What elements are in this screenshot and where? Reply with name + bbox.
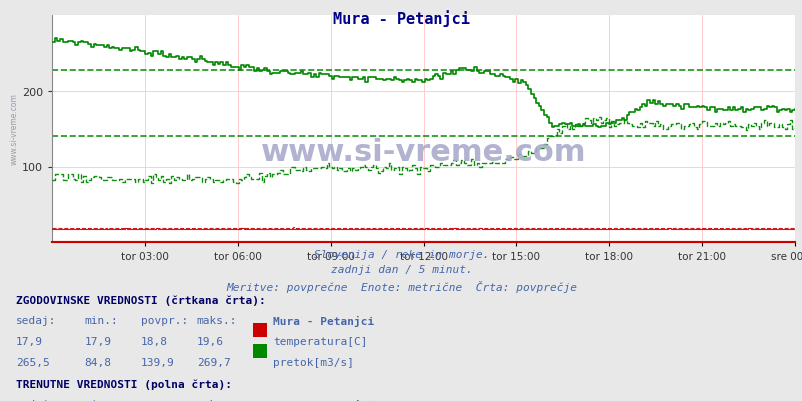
Text: Mura - Petanjci: Mura - Petanjci [273, 399, 374, 401]
Text: povpr.:: povpr.: [140, 399, 188, 401]
Text: sedaj:: sedaj: [16, 399, 56, 401]
Text: Slovenija / reke in morje.: Slovenija / reke in morje. [314, 249, 488, 259]
Text: min.:: min.: [84, 316, 118, 326]
Text: www.si-vreme.com: www.si-vreme.com [10, 93, 18, 164]
Text: maks.:: maks.: [196, 316, 237, 326]
Text: 139,9: 139,9 [140, 357, 174, 367]
Text: 17,9: 17,9 [16, 336, 43, 346]
Text: pretok[m3/s]: pretok[m3/s] [273, 357, 354, 367]
Text: 19,6: 19,6 [196, 336, 224, 346]
Text: 269,7: 269,7 [196, 357, 230, 367]
Text: 84,8: 84,8 [84, 357, 111, 367]
Text: ZGODOVINSKE VREDNOSTI (črtkana črta):: ZGODOVINSKE VREDNOSTI (črtkana črta): [16, 295, 265, 305]
Text: maks.:: maks.: [196, 399, 237, 401]
Text: 18,8: 18,8 [140, 336, 168, 346]
Text: zadnji dan / 5 minut.: zadnji dan / 5 minut. [330, 265, 472, 275]
Text: sedaj:: sedaj: [16, 316, 56, 326]
Text: 265,5: 265,5 [16, 357, 50, 367]
Text: povpr.:: povpr.: [140, 316, 188, 326]
Text: Meritve: povprečne  Enote: metrične  Črta: povprečje: Meritve: povprečne Enote: metrične Črta:… [225, 280, 577, 292]
Text: min.:: min.: [84, 399, 118, 401]
Text: Mura - Petanjci: Mura - Petanjci [333, 10, 469, 27]
Text: TRENUTNE VREDNOSTI (polna črta):: TRENUTNE VREDNOSTI (polna črta): [16, 378, 232, 389]
Text: 17,9: 17,9 [84, 336, 111, 346]
Text: Mura - Petanjci: Mura - Petanjci [273, 316, 374, 326]
Text: www.si-vreme.com: www.si-vreme.com [261, 138, 585, 166]
Text: temperatura[C]: temperatura[C] [273, 336, 367, 346]
